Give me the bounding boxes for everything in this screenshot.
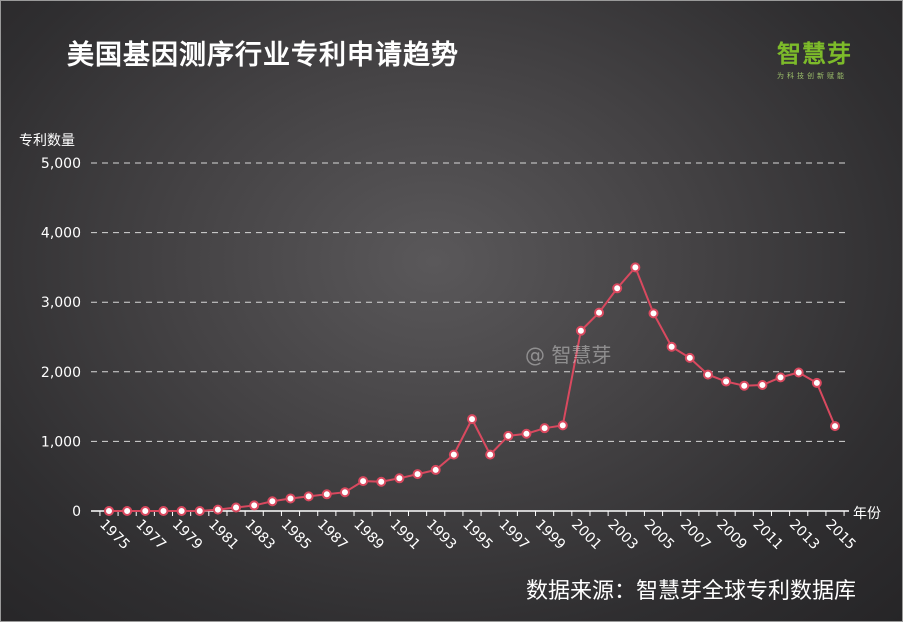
data-point	[339, 487, 350, 498]
data-point	[430, 464, 441, 475]
data-point	[684, 352, 695, 363]
y-tick-label: 1,000	[41, 434, 81, 450]
x-axis-label: 年份	[853, 506, 881, 522]
data-point	[249, 500, 260, 511]
x-tick-label: 1985	[278, 517, 315, 554]
data-point	[285, 493, 296, 504]
x-tick-label: 2001	[568, 517, 605, 554]
data-point	[702, 369, 713, 380]
logo-tagline: 为科技创新赋能	[777, 72, 847, 80]
data-point	[612, 283, 623, 294]
x-tick-label: 1999	[532, 517, 569, 554]
data-point	[104, 506, 114, 516]
data-point	[630, 262, 641, 273]
y-tick-label: 5,000	[41, 156, 81, 172]
data-point	[521, 428, 532, 439]
data-point	[376, 476, 387, 487]
x-tick-label: 1995	[459, 517, 496, 554]
x-tick-label: 1981	[205, 517, 242, 554]
data-point	[830, 421, 840, 432]
x-tick-label: 1987	[314, 517, 351, 554]
data-point	[648, 308, 659, 319]
data-point	[594, 307, 605, 318]
logo-text: 智慧芽	[777, 40, 852, 68]
source-note: 数据来源：智慧芽全球专利数据库	[525, 579, 856, 604]
x-tick-label: 1997	[495, 517, 532, 554]
data-point	[757, 380, 768, 391]
x-tick-label: 1983	[241, 517, 278, 554]
y-tick-labels: 0 1,000 2,000 3,000 4,000 5,000	[41, 156, 81, 520]
data-point	[793, 367, 804, 378]
page-title: 美国基因测序行业专利申请趋势	[67, 40, 459, 71]
data-point	[194, 506, 205, 516]
x-tick-label: 2009	[713, 517, 750, 554]
data-point	[158, 506, 169, 516]
data-point	[176, 506, 187, 516]
brand-logo: 智慧芽 为科技创新赋能	[777, 34, 877, 81]
axes	[91, 510, 849, 516]
data-point	[485, 449, 496, 460]
data-point	[539, 423, 550, 434]
x-tick-label: 1979	[169, 517, 206, 554]
data-point	[721, 376, 732, 387]
data-point	[666, 341, 677, 352]
data-point	[811, 377, 822, 388]
data-point	[467, 414, 477, 425]
data-point	[557, 420, 568, 431]
data-point	[321, 489, 332, 500]
x-tick-label: 2005	[641, 517, 678, 554]
data-point	[412, 469, 423, 480]
data-point	[231, 502, 242, 513]
y-tick-label: 3,000	[41, 295, 81, 311]
x-tick-label: 1991	[387, 517, 424, 554]
y-axis-label: 专利数量	[19, 133, 75, 149]
data-point	[140, 506, 151, 516]
data-point	[212, 504, 223, 515]
x-tick-label: 2013	[786, 517, 823, 554]
watermark: @ 智慧芽	[525, 343, 612, 367]
y-tick-label: 2,000	[41, 365, 81, 381]
data-point	[739, 380, 750, 391]
x-tick-label: 1977	[132, 517, 169, 554]
x-tick-label: 1993	[423, 517, 460, 554]
y-tick-label: 4,000	[41, 226, 81, 242]
data-point	[394, 473, 405, 484]
x-tick-label: 2011	[750, 517, 787, 554]
x-tick-labels: 1975 1977 1979 1981 1983 1985 1987 1989 1991 1993…	[96, 517, 859, 554]
data-point	[267, 496, 278, 507]
data-point	[448, 449, 459, 460]
data-point	[358, 476, 369, 487]
data-point	[775, 372, 786, 383]
data-point	[122, 506, 133, 516]
data-point	[303, 491, 314, 502]
x-tick-label: 1975	[96, 517, 133, 554]
data-point	[503, 430, 514, 441]
y-tick-label: 0	[72, 504, 81, 520]
x-tick-label: 2007	[677, 517, 714, 554]
data-series	[104, 262, 840, 516]
grid-lines	[91, 162, 849, 442]
x-tick-label: 2003	[604, 517, 641, 554]
x-tick-label: 1989	[350, 517, 387, 554]
data-point	[575, 325, 586, 336]
series-line	[109, 265, 836, 512]
